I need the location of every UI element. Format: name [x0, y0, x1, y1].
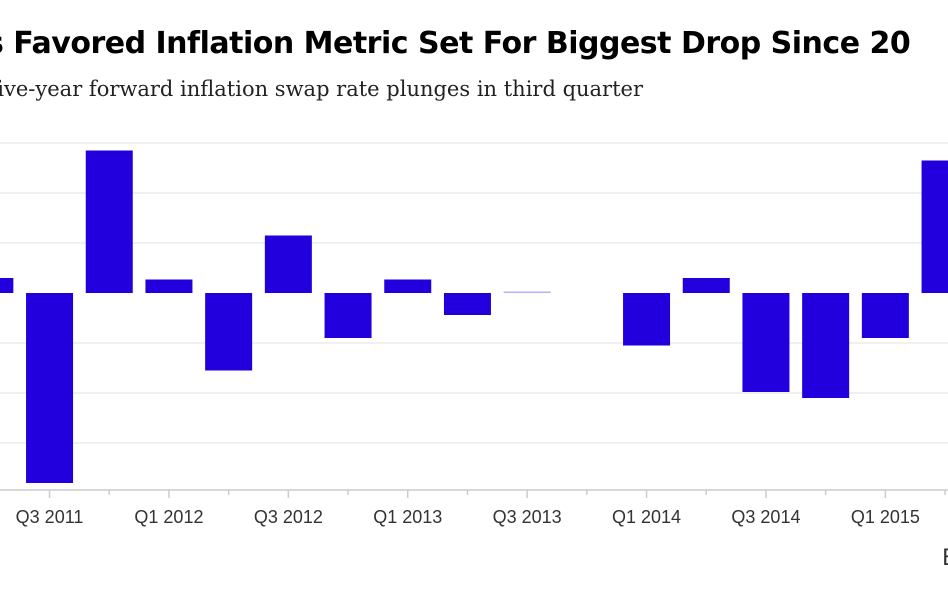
- bar-q2-2012: [205, 293, 253, 371]
- bars: [0, 150, 948, 483]
- x-tick-label: Q1 2015: [851, 507, 920, 527]
- x-tick-label: Q3 2013: [493, 507, 562, 527]
- bar-q4-2012: [324, 293, 372, 338]
- x-axis: Q3 2011 Q1 2012 Q3 2012 Q1 2013 Q3 2013 Q1 20…: [0, 489, 948, 527]
- bar-q2-2014: [682, 278, 730, 293]
- bar-q3-2013: [503, 291, 551, 293]
- bar-q4-2014: [802, 293, 850, 398]
- bar-q1-2014: [623, 293, 671, 346]
- source-label: B: [942, 546, 948, 571]
- bar-q3-2014: [742, 293, 790, 392]
- bar-q2-2015: [921, 160, 948, 293]
- bar-q1-2015: [861, 293, 909, 338]
- bar-q4-2011: [85, 150, 133, 293]
- bar-q1-2013: [384, 279, 432, 293]
- grid-lines: [0, 142, 948, 444]
- bar-q3-2011: [26, 293, 74, 483]
- bar-q3-2012: [264, 235, 312, 293]
- bar-q1-2012: [145, 279, 193, 293]
- x-tick-label: Q3 2011: [16, 507, 84, 527]
- bar-q2-2013: [443, 293, 491, 315]
- chart-subtitle: five-year forward inflation swap rate pl…: [0, 77, 643, 101]
- bar-q2-2011: [0, 278, 14, 293]
- x-tick-label: Q3 2012: [254, 507, 323, 527]
- chart-title: s Favored Inflation Metric Set For Bigge…: [0, 26, 911, 61]
- x-tick-label: Q1 2012: [134, 507, 203, 527]
- x-tick-label: Q1 2013: [373, 507, 442, 527]
- x-tick-label: Q1 2014: [612, 507, 681, 527]
- x-tick-label: Q3 2014: [731, 507, 800, 527]
